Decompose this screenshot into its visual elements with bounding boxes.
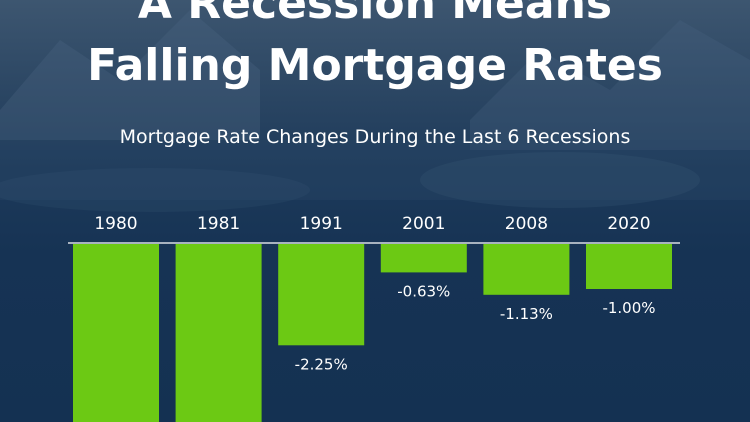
year-label-2001: 2001 <box>402 214 445 234</box>
year-label-1991: 1991 <box>300 214 343 234</box>
value-label-2008: -1.13% <box>500 305 553 323</box>
value-label-1991: -2.25% <box>295 355 348 373</box>
value-label-2020: -1.00% <box>602 299 655 317</box>
bar-2008 <box>483 244 570 295</box>
year-label-2020: 2020 <box>607 214 650 234</box>
bar-1981 <box>175 244 262 422</box>
bar-2001 <box>380 244 467 273</box>
bar-2020 <box>586 244 672 289</box>
title-line-2: Falling Mortgage Rates <box>87 40 663 91</box>
title-line-1: A Recession Means <box>137 0 613 29</box>
bar-1991 <box>278 244 365 346</box>
value-label-2001: -0.63% <box>397 282 450 300</box>
year-label-2008: 2008 <box>505 214 548 234</box>
year-label-1981: 1981 <box>197 214 240 234</box>
bar-1980 <box>73 244 159 422</box>
chart-title: Mortgage Rate Changes During the Last 6 … <box>119 126 631 148</box>
year-label-1980: 1980 <box>94 214 137 234</box>
